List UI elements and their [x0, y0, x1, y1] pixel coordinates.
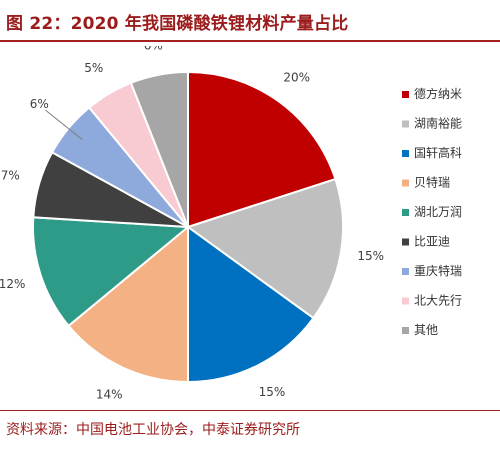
chart-area: 20% 15% 15% 14% 12% 7% 6% 5% 6% 德方纳米湖南裕能国轩高科贝特瑞湖北… [0, 38, 500, 406]
legend-swatch-4 [402, 209, 409, 216]
legend-label-2: 国轩高科 [414, 145, 462, 160]
pie-slice-3 [67, 224, 189, 384]
legend-label-1: 湖南裕能 [414, 116, 462, 131]
data-label-0: 20% [283, 70, 310, 84]
legend-swatch-2 [402, 150, 409, 157]
legend-swatch-5 [402, 238, 409, 246]
data-label-3: 14% [96, 387, 123, 401]
legend-swatch-6 [402, 268, 409, 275]
pie-slice-8 [129, 70, 189, 228]
legend-label-6: 重庆特瑞 [414, 263, 462, 278]
figure-title: 图 22：2020 年我国磷酸铁锂材料产量占比 [6, 14, 349, 34]
legend-swatch-3 [402, 179, 409, 187]
footer-divider [0, 410, 500, 411]
legend-label-8: 其他 [414, 323, 438, 337]
data-label-5: 7% [1, 168, 20, 182]
legend-swatch-0 [402, 91, 409, 98]
data-label-7: 5% [84, 61, 103, 75]
legend-swatch-8 [402, 327, 409, 334]
data-label-4: 12% [0, 277, 25, 291]
legend-label-5: 比亚迪 [414, 235, 450, 249]
legend-label-0: 德方纳米 [414, 86, 462, 101]
pie-slice-1 [185, 177, 344, 320]
legend-swatch-1 [402, 120, 409, 128]
pie-chart: 20% 15% 15% 14% 12% 7% 6% 5% 6% 德方纳米湖南裕能国轩高科贝特瑞湖北… [0, 38, 462, 401]
data-label-6: 6% [30, 97, 49, 111]
pie-slice-2 [187, 225, 315, 384]
data-label-1: 15% [357, 249, 384, 263]
legend-label-7: 北大先行 [414, 294, 462, 308]
pie-slice-4 [32, 216, 191, 328]
data-label-8: 6% [144, 46, 163, 52]
leader-line [44, 109, 83, 141]
title-bar: 图 22：2020 年我国磷酸铁锂材料产量占比 [0, 0, 500, 40]
pie-slice-0 [187, 70, 337, 229]
legend-label-4: 湖北万润 [414, 204, 462, 219]
source-note: 资料来源：中国电池工业协会，中泰证券研究所 [6, 422, 300, 438]
legend-swatch-7 [402, 297, 409, 305]
title-divider [0, 40, 500, 42]
data-label-2: 15% [259, 385, 286, 399]
legend-label-3: 贝特瑞 [414, 175, 450, 190]
